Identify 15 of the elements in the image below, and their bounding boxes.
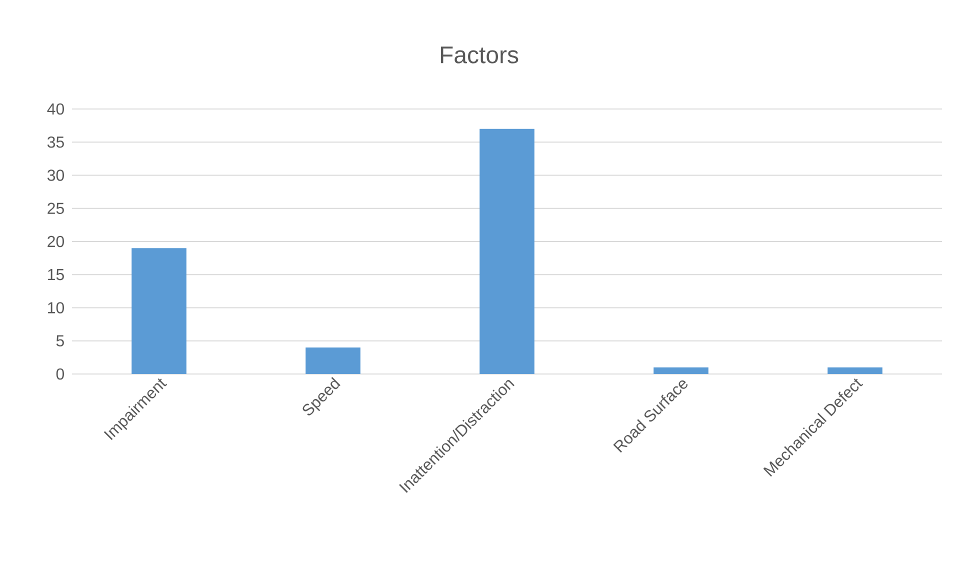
y-tick-label: 40 <box>47 103 64 115</box>
y-tick-label: 20 <box>48 236 64 248</box>
y-tick-label: 10 <box>48 302 64 314</box>
y-tick-label: 30 <box>47 170 64 181</box>
chart-title: Factors <box>440 46 518 64</box>
bar <box>480 128 534 374</box>
bar <box>828 367 882 374</box>
y-tick-label: 15 <box>48 269 64 280</box>
bar <box>306 347 360 374</box>
bar <box>654 367 708 374</box>
y-tick-label: 35 <box>47 136 64 148</box>
y-tick-label: 25 <box>48 202 64 214</box>
y-tick-label: 0 <box>56 368 64 380</box>
bar <box>132 248 186 374</box>
y-tick-label: 5 <box>56 335 64 346</box>
